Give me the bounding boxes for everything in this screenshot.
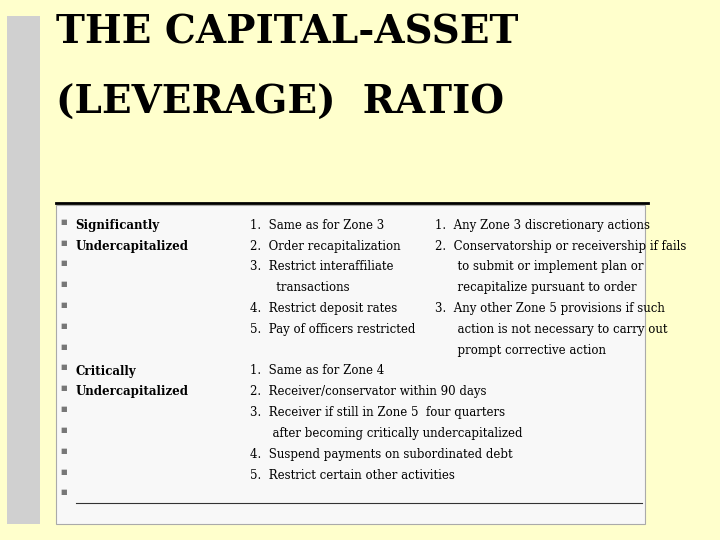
Text: ■: ■ — [60, 448, 67, 454]
Text: ■: ■ — [60, 240, 67, 246]
Text: ■: ■ — [60, 302, 67, 308]
Text: 1.  Any Zone 3 discretionary actions: 1. Any Zone 3 discretionary actions — [434, 219, 649, 232]
Text: recapitalize pursuant to order: recapitalize pursuant to order — [434, 281, 636, 294]
Text: 1.  Same as for Zone 3: 1. Same as for Zone 3 — [250, 219, 384, 232]
Text: to submit or implement plan or: to submit or implement plan or — [434, 260, 643, 273]
Text: Undercapitalized: Undercapitalized — [76, 386, 189, 399]
Text: THE CAPITAL-ASSET: THE CAPITAL-ASSET — [56, 14, 518, 51]
Text: 3.  Restrict interaffiliate: 3. Restrict interaffiliate — [250, 260, 394, 273]
FancyBboxPatch shape — [56, 205, 645, 524]
Text: transactions: transactions — [250, 281, 350, 294]
Text: ■: ■ — [60, 427, 67, 433]
Text: ■: ■ — [60, 219, 67, 225]
Text: Critically: Critically — [76, 364, 136, 377]
Text: ■: ■ — [60, 386, 67, 392]
Text: action is not necessary to carry out: action is not necessary to carry out — [434, 323, 667, 336]
Text: 2.  Conservatorship or receivership if fails: 2. Conservatorship or receivership if fa… — [434, 240, 686, 253]
Text: Significantly: Significantly — [76, 219, 160, 232]
Text: after becoming critically undercapitalized: after becoming critically undercapitaliz… — [250, 427, 523, 440]
Text: ■: ■ — [60, 343, 67, 350]
Text: 5.  Restrict certain other activities: 5. Restrict certain other activities — [250, 469, 455, 482]
Text: 4.  Suspend payments on subordinated debt: 4. Suspend payments on subordinated debt — [250, 448, 513, 461]
Text: 4.  Restrict deposit rates: 4. Restrict deposit rates — [250, 302, 397, 315]
Text: ■: ■ — [60, 406, 67, 412]
Text: ■: ■ — [60, 489, 67, 496]
Text: ■: ■ — [60, 260, 67, 266]
Text: 2.  Order recapitalization: 2. Order recapitalization — [250, 240, 401, 253]
Text: ■: ■ — [60, 469, 67, 475]
Text: ■: ■ — [60, 281, 67, 287]
FancyBboxPatch shape — [6, 16, 40, 524]
Text: 3.  Receiver if still in Zone 5  four quarters: 3. Receiver if still in Zone 5 four quar… — [250, 406, 505, 419]
Text: prompt corrective action: prompt corrective action — [434, 343, 606, 357]
Text: ■: ■ — [60, 364, 67, 370]
Text: Undercapitalized: Undercapitalized — [76, 240, 189, 253]
Text: 1.  Same as for Zone 4: 1. Same as for Zone 4 — [250, 364, 384, 377]
Text: 3.  Any other Zone 5 provisions if such: 3. Any other Zone 5 provisions if such — [434, 302, 665, 315]
Text: 2.  Receiver/conservator within 90 days: 2. Receiver/conservator within 90 days — [250, 386, 487, 399]
Text: ■: ■ — [60, 323, 67, 329]
Text: 5.  Pay of officers restricted: 5. Pay of officers restricted — [250, 323, 415, 336]
Text: (LEVERAGE)  RATIO: (LEVERAGE) RATIO — [56, 84, 504, 122]
